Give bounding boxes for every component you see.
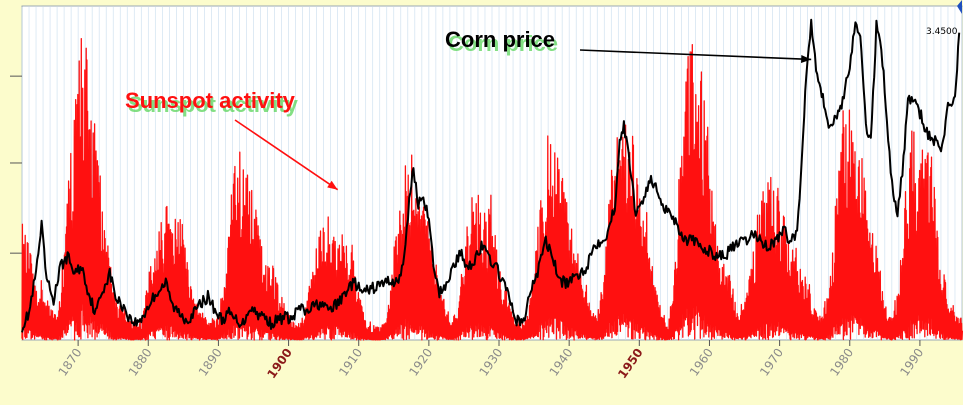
- annotation-arrow: [579, 49, 812, 61]
- last-value-label: 3.4500: [926, 27, 958, 37]
- corn-series: [21, 18, 961, 333]
- annotation-arrowhead: [801, 55, 812, 64]
- price-marker-icon: [957, 0, 962, 14]
- last-value-marker: 3.4500: [926, 0, 962, 37]
- annotation-shadow: Corn price: [448, 31, 558, 56]
- annotation-label: Sunspot activity: [125, 88, 296, 113]
- annotation-arrowhead: [327, 180, 338, 190]
- corn-price-line: [21, 18, 961, 333]
- annotation-arrow: [234, 119, 339, 191]
- y-axis-ticks: [10, 75, 22, 254]
- annotation-shadow: Sunspot activity: [128, 92, 299, 117]
- annotation-label: Corn price: [445, 27, 555, 52]
- sunspot-series: [21, 37, 963, 341]
- sunspot-line: [21, 37, 963, 341]
